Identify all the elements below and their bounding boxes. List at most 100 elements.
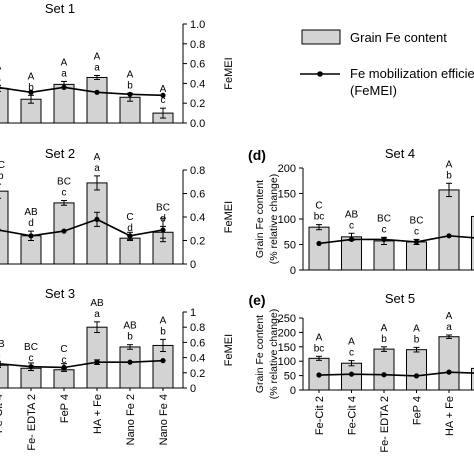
panel-title: Set 5 — [385, 291, 415, 306]
bar — [86, 76, 108, 124]
y-tick-label: 100 — [278, 214, 296, 226]
bar — [119, 237, 141, 265]
significance-letter-upper: BC — [57, 177, 71, 188]
significance-letter-lower: a — [61, 68, 67, 79]
y-tick-label: 50 — [284, 240, 296, 252]
femei-point — [28, 364, 34, 370]
significance-letter-upper: BC — [410, 215, 424, 226]
y-tick-label: 0.0 — [190, 118, 205, 130]
femei-point — [94, 216, 100, 222]
femei-point — [0, 228, 1, 232]
femei-point — [0, 85, 1, 90]
significance-letter-upper: BC — [24, 342, 38, 353]
femei-point — [61, 228, 67, 234]
femei-point — [127, 233, 133, 239]
significance-letter-lower: a — [94, 163, 100, 174]
y-axis-title: FeMEI — [223, 57, 235, 89]
femei-point — [94, 359, 100, 365]
panel-2: Set 200.20.40.60.8FeMEIBCabABdBCcAaCdBCd — [0, 146, 235, 271]
significance-letter-lower: c — [161, 95, 166, 106]
y-axis-subtitle: (% relative change) — [268, 174, 280, 264]
significance-letter-upper: AB — [24, 207, 38, 218]
significance-letter-lower: a — [446, 322, 452, 333]
significance-letter-lower: b — [127, 332, 133, 343]
y-tick-label: 150 — [278, 342, 296, 354]
x-tick-label: Nano Fe 4 — [158, 394, 170, 445]
femei-point — [94, 89, 100, 95]
y-tick-label: 0.6 — [190, 59, 205, 71]
y-axis-subtitle: (% relative change) — [268, 309, 280, 399]
bar — [20, 367, 42, 389]
y-tick-label: 0.8 — [190, 322, 205, 334]
significance-letter-lower: b — [160, 326, 166, 337]
y-tick-label: 150 — [278, 189, 296, 201]
femei-point — [160, 227, 166, 233]
femei-point — [28, 233, 34, 239]
x-tick-label: HA + Fe — [92, 394, 104, 434]
femei-line — [318, 235, 474, 245]
significance-letter-lower: c — [349, 220, 354, 231]
femei-point — [413, 239, 420, 245]
y-axis-title: Grain Fe content — [254, 180, 266, 258]
bar — [86, 326, 108, 389]
significance-letter-lower: c — [62, 188, 67, 199]
significance-letter-upper: AB — [123, 321, 137, 332]
significance-letter-upper: C — [60, 344, 67, 355]
legend-bar-swatch — [301, 29, 341, 45]
bar — [373, 240, 395, 271]
bar — [406, 241, 427, 271]
y-tick-label: 0.2 — [190, 98, 205, 110]
significance-letter-lower: bc — [314, 212, 325, 223]
bar — [0, 190, 9, 265]
y-tick-label: 0 — [290, 265, 296, 277]
significance-letter-upper: A — [446, 159, 453, 170]
significance-letter-upper: BC — [156, 202, 170, 213]
panel-title: Set 1 — [45, 1, 75, 16]
significance-letter-upper: A — [28, 71, 35, 82]
y-tick-label: 0.4 — [190, 78, 205, 90]
bar — [373, 348, 395, 391]
significance-letter-lower: b — [28, 82, 34, 93]
significance-letter-lower: ab — [0, 171, 4, 182]
femei-point — [0, 362, 1, 366]
femei-line — [0, 86, 164, 97]
significance-letter-upper: A — [160, 84, 167, 95]
bar — [471, 215, 474, 271]
bar — [53, 369, 75, 389]
bar — [0, 364, 9, 389]
panel-label: (e) — [248, 292, 265, 308]
legend-line-marker — [317, 71, 323, 77]
femei-point — [381, 372, 387, 378]
significance-letter-upper: A — [316, 332, 323, 343]
chart-panels: Set 10.00.20.40.60.81.0FeMEIAaAbAaAaAbAc… — [0, 1, 474, 453]
femei-line — [0, 359, 164, 369]
significance-letter-lower: b — [446, 170, 452, 181]
significance-letter-upper: A — [348, 337, 355, 348]
significance-letter-upper: BC — [377, 213, 391, 224]
femei-point — [348, 236, 355, 242]
legend: Grain Fe content Fe mobilization efficie… — [300, 29, 474, 98]
significance-letter-lower: c — [29, 353, 34, 364]
panel-title: Set 3 — [45, 286, 75, 301]
significance-letter-lower: c — [62, 355, 67, 366]
significance-letter-upper: AB — [345, 209, 359, 220]
bar — [0, 87, 9, 124]
significance-letter-upper: A — [94, 152, 101, 163]
bar — [438, 336, 460, 391]
y-tick-label: 0.4 — [190, 353, 205, 365]
x-tick-label: FeP 4 — [412, 396, 424, 425]
significance-letter-lower: c — [382, 224, 387, 235]
y-tick-label: 0.6 — [190, 189, 205, 201]
x-tick-label: Fe- EDTA 2 — [379, 396, 391, 453]
femei-point — [316, 240, 322, 247]
femei-point — [446, 233, 452, 239]
y-tick-label: 200 — [278, 163, 296, 175]
significance-letter-upper: C — [126, 212, 133, 223]
femei-point — [413, 373, 420, 379]
femei-point — [381, 236, 387, 242]
panel-3: Set 300.20.40.60.81FeMEIABcBCcCcABaABbAb… — [0, 286, 235, 451]
significance-letter-upper: A — [0, 61, 2, 72]
y-axis-title: FeMEI — [223, 201, 235, 233]
